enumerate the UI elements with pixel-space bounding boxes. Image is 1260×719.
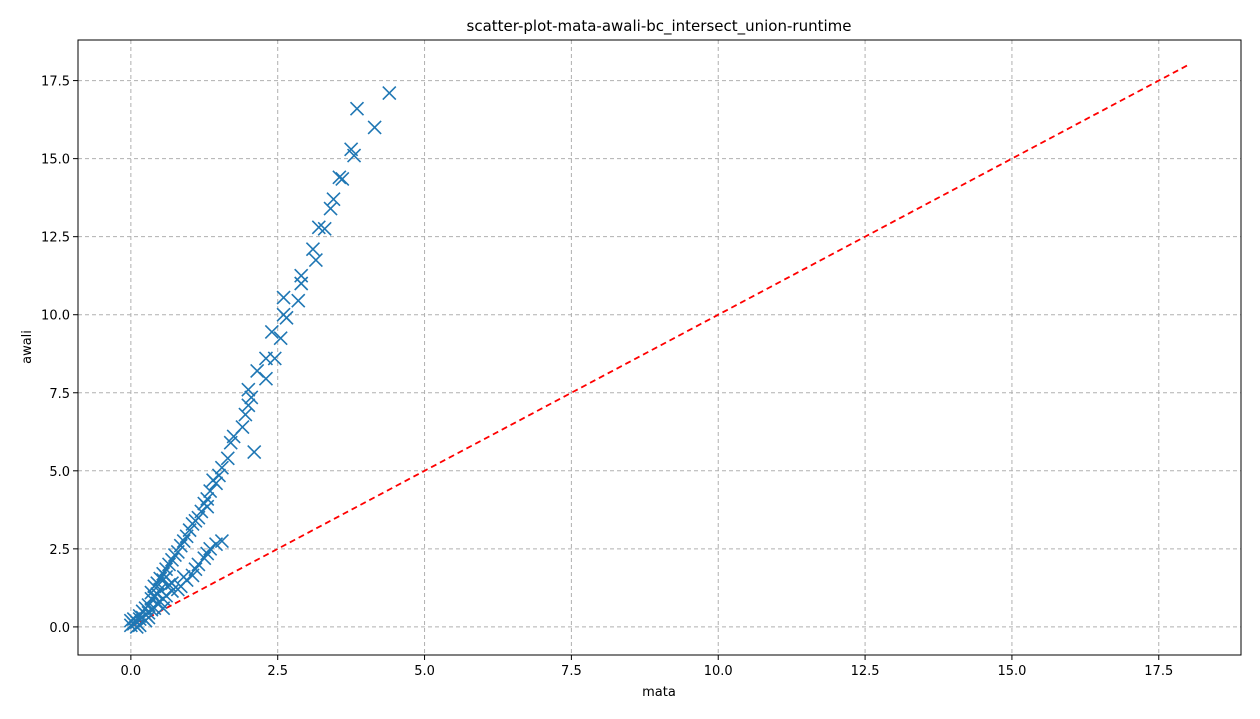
data-point <box>153 582 168 597</box>
y-tick-label: 15.0 <box>41 153 70 168</box>
data-point <box>223 435 238 450</box>
data-point <box>176 569 191 585</box>
data-point <box>308 253 323 268</box>
x-tick-label: 2.5 <box>267 664 288 679</box>
data-point <box>267 351 282 366</box>
x-tick-label: 10.0 <box>704 664 733 679</box>
data-point <box>382 86 397 101</box>
data-point <box>311 220 326 235</box>
data-point <box>332 170 347 185</box>
data-point <box>305 242 321 257</box>
data-point <box>161 577 177 592</box>
points-layer <box>123 86 397 634</box>
data-point <box>203 484 218 499</box>
data-point <box>279 310 294 325</box>
data-point <box>141 610 156 625</box>
data-point <box>291 293 306 308</box>
y-tick-label: 10.0 <box>41 309 70 324</box>
data-point <box>323 201 338 216</box>
y-axis: 0.0 2.5 5.0 7.5 10.0 12.5 15.0 17.5 <box>41 75 78 636</box>
data-point <box>317 221 332 236</box>
data-point <box>238 407 253 422</box>
x-tick-label: 5.0 <box>414 664 435 679</box>
x-tick-label: 12.5 <box>851 664 880 679</box>
data-point <box>206 473 221 488</box>
data-point <box>346 148 362 163</box>
data-point <box>326 192 341 207</box>
data-point <box>138 601 153 616</box>
x-axis-label: mata <box>642 685 676 700</box>
data-point <box>276 290 291 305</box>
x-tick-label: 7.5 <box>561 664 582 679</box>
plot-area-frame <box>77 39 1242 656</box>
data-point <box>126 612 141 627</box>
data-point <box>258 371 274 386</box>
data-point <box>214 460 229 475</box>
data-point <box>349 101 365 116</box>
data-point <box>247 445 262 460</box>
data-point <box>129 619 144 634</box>
chart-title: scatter-plot-mata-awali-bc_intersect_uni… <box>467 17 852 36</box>
x-tick-label: 15.0 <box>997 664 1026 679</box>
data-point <box>211 468 227 483</box>
y-tick-label: 5.0 <box>49 465 70 480</box>
data-point <box>367 120 382 135</box>
data-point <box>156 601 171 616</box>
y-tick-label: 2.5 <box>49 543 70 558</box>
x-tick-label: 17.5 <box>1144 664 1173 679</box>
y-axis-label: awali <box>20 330 35 364</box>
data-point <box>335 171 350 186</box>
y-tick-label: 0.0 <box>49 621 70 636</box>
x-axis: 0.0 2.5 5.0 7.5 10.0 12.5 15.0 17.5 <box>121 655 1173 679</box>
data-point <box>185 516 200 531</box>
data-point <box>241 382 256 397</box>
y-tick-label: 17.5 <box>41 75 70 90</box>
data-point <box>164 576 180 591</box>
data-point <box>220 451 235 466</box>
data-point <box>273 331 288 346</box>
data-point <box>185 568 200 583</box>
y-tick-label: 7.5 <box>49 387 70 402</box>
data-point <box>244 390 259 405</box>
data-point <box>294 276 309 291</box>
y-tick-label: 12.5 <box>41 231 70 246</box>
data-point <box>200 499 215 514</box>
data-point <box>264 324 279 339</box>
grid <box>78 40 1241 655</box>
data-point <box>241 398 256 413</box>
x-tick-label: 0.0 <box>121 664 142 679</box>
